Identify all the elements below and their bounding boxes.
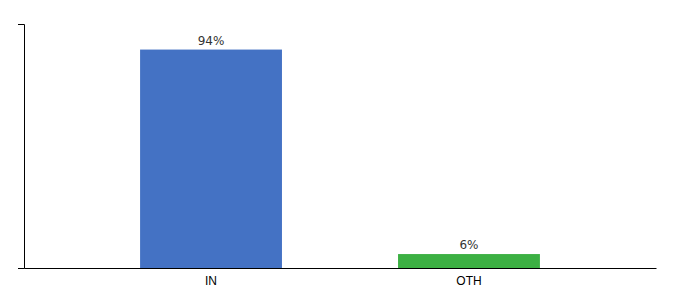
x-tick: IN [205,274,217,288]
x-tick-label: OTH [456,274,481,288]
x-axis: IN OTH [25,269,657,288]
plot-area: 94% 6% IN OTH [18,25,657,288]
data-label: 94% [198,34,225,48]
x-tick: OTH [456,274,481,288]
bars [140,50,540,268]
y-axis-line [18,25,25,269]
data-label: 6% [459,238,478,252]
x-axis-line [25,268,657,269]
y-axis [18,25,25,269]
bar [140,50,282,268]
chart-container: 94% 6% IN OTH [0,0,680,300]
bar [398,254,540,268]
data-labels: 94% 6% [198,34,479,252]
chart-svg: 94% 6% IN OTH [0,0,680,300]
x-tick-label: IN [205,274,217,288]
